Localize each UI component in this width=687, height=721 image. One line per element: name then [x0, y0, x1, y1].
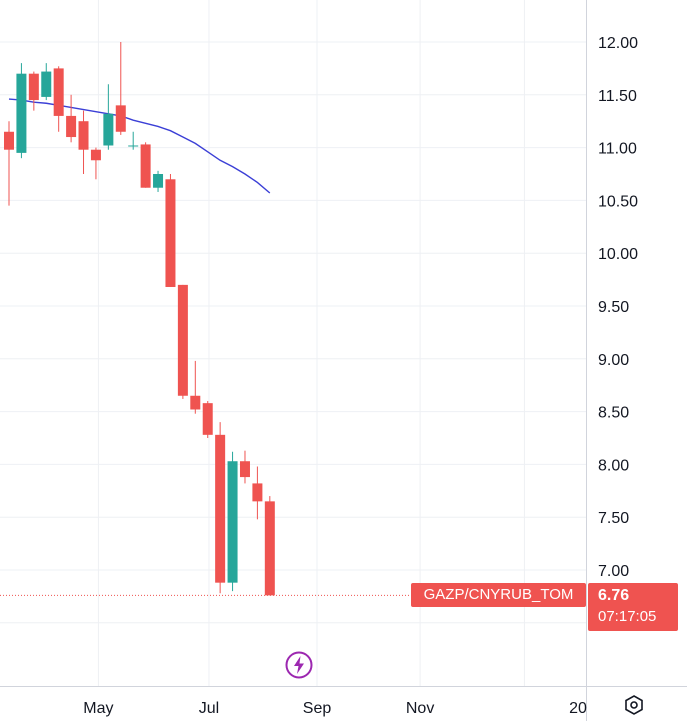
price-tick-label: 10.00	[598, 246, 638, 263]
time-axis[interactable]: May Jul Sep Nov 20	[0, 686, 687, 718]
candle-body	[115, 105, 126, 132]
candle-body	[128, 145, 139, 147]
candle[interactable]	[177, 284, 188, 399]
candle-body	[227, 461, 238, 583]
candle-body	[78, 121, 89, 150]
time-tick-label: May	[83, 700, 113, 717]
candle-body	[239, 461, 250, 478]
candle[interactable]	[215, 422, 226, 594]
candles-layer	[4, 42, 275, 596]
price-tick-label: 12.00	[598, 35, 638, 52]
price-tick-label: 9.00	[598, 352, 629, 369]
candle[interactable]	[153, 170, 164, 192]
candle-body	[90, 149, 101, 161]
candle[interactable]	[128, 131, 139, 150]
price-tick-label: 11.50	[598, 88, 637, 105]
moving-average-line	[8, 98, 271, 194]
price-tick-label: 9.50	[598, 299, 629, 316]
last-price-value: 6.76	[598, 587, 630, 604]
candle[interactable]	[103, 84, 114, 150]
candle-body	[53, 68, 64, 116]
candle-body	[190, 395, 201, 410]
grid	[0, 0, 586, 686]
candle-body	[41, 71, 52, 97]
candle[interactable]	[115, 42, 126, 135]
price-tick-label: 10.50	[598, 193, 638, 210]
price-tick-label: 7.00	[598, 563, 629, 580]
candle-body	[215, 434, 226, 583]
time-tick-label: Nov	[406, 700, 434, 717]
candle[interactable]	[190, 360, 201, 414]
candle[interactable]	[66, 94, 77, 143]
price-tick-label: 7.50	[598, 510, 629, 527]
price-axis[interactable]: 12.00 11.50 11.00 10.50 10.00 9.50 9.00 8.50 8.0…	[586, 0, 639, 721]
price-tick-label: 11.00	[598, 141, 637, 158]
candle[interactable]	[252, 466, 263, 520]
candle-body	[202, 403, 213, 435]
time-tick-label: Jul	[199, 700, 219, 717]
candle-body	[264, 501, 275, 596]
price-tick-label: 8.00	[598, 457, 629, 474]
settings-hexagon-icon[interactable]	[623, 694, 645, 716]
candle-body	[177, 284, 188, 396]
bar-countdown: 07:17:05	[598, 608, 657, 625]
candle[interactable]	[264, 496, 275, 596]
candle[interactable]	[165, 174, 176, 287]
lightning-icon[interactable]	[285, 651, 313, 679]
time-tick-label: 20	[569, 700, 587, 717]
candle[interactable]	[4, 121, 14, 206]
candle[interactable]	[41, 63, 52, 101]
candle[interactable]	[16, 63, 27, 159]
candle[interactable]	[90, 147, 101, 180]
candle-body	[165, 179, 176, 287]
candle-body	[140, 144, 151, 188]
candle[interactable]	[140, 142, 151, 188]
candle-body	[66, 115, 77, 138]
last-price-label: 6.76 07:17:05	[588, 583, 678, 631]
candle-body	[16, 73, 27, 153]
candle[interactable]	[239, 450, 250, 484]
moving-average-layer	[8, 98, 271, 194]
time-tick-label: Sep	[303, 700, 332, 717]
candle[interactable]	[53, 66, 64, 132]
candle-body	[28, 73, 39, 101]
candle[interactable]	[227, 451, 238, 592]
candle-body	[4, 131, 14, 150]
candle[interactable]	[78, 110, 89, 174]
symbol-label: GAZP/CNYRUB_TOM	[411, 583, 586, 607]
candle[interactable]	[202, 401, 213, 438]
candle-body	[103, 113, 114, 146]
candle-body	[252, 483, 263, 502]
candle[interactable]	[28, 71, 39, 111]
candle-body	[153, 174, 164, 188]
price-tick-label: 8.50	[598, 405, 629, 422]
